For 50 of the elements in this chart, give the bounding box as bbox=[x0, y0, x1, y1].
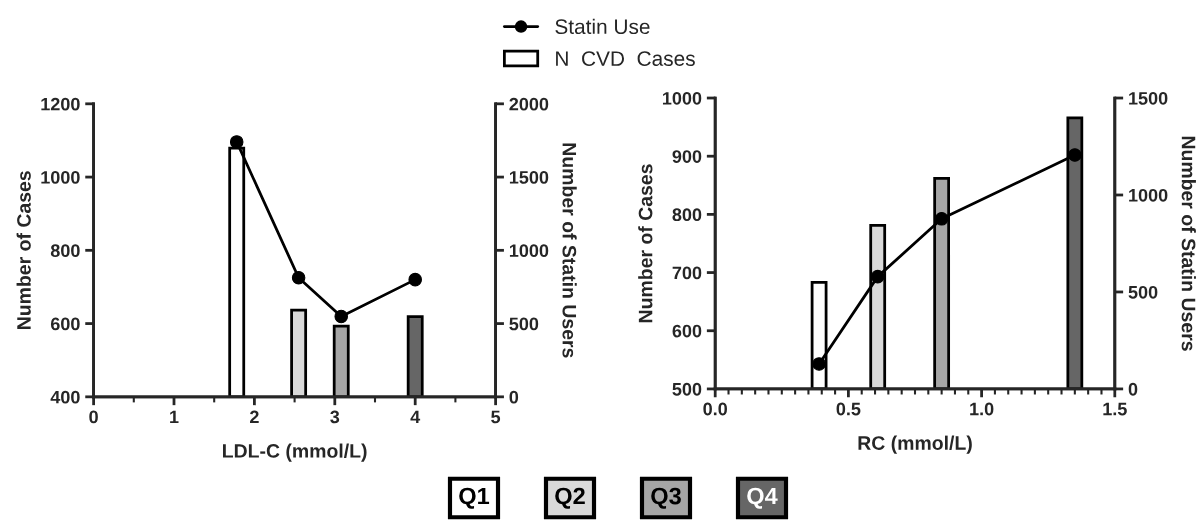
y2-tick-label: 1000 bbox=[509, 244, 549, 258]
y-tick-label: 800 bbox=[672, 208, 702, 222]
point bbox=[408, 272, 422, 287]
y2-axis-title: Number of Statin Users bbox=[562, 143, 577, 358]
point bbox=[812, 357, 826, 371]
legend-label: Statin Use bbox=[555, 18, 650, 35]
y-axis-title: Number of Cases bbox=[638, 164, 653, 323]
x-tick-label: 0.5 bbox=[836, 402, 861, 416]
x-axis-title: RC (mmol/L) bbox=[858, 435, 972, 454]
point bbox=[870, 269, 885, 284]
x-tick-label: 4 bbox=[410, 410, 421, 424]
x-tick-label: 0 bbox=[89, 410, 98, 424]
y-tick-label: 400 bbox=[50, 390, 80, 404]
y-tick-label: 700 bbox=[672, 266, 702, 280]
x-tick-label: 1.5 bbox=[1103, 402, 1127, 416]
y-tick-label: 600 bbox=[50, 317, 80, 331]
y2-axis-title: Number of Statin Users bbox=[1181, 136, 1196, 351]
y2-tick-label: 1500 bbox=[509, 171, 549, 184]
point bbox=[334, 309, 348, 324]
x-tick-label: 2 bbox=[250, 410, 259, 424]
y-tick-label: 800 bbox=[50, 244, 80, 258]
legend-label: N CVD Cases bbox=[556, 51, 695, 66]
point bbox=[934, 212, 949, 226]
y-tick-label: 1000 bbox=[41, 171, 80, 184]
text: Q1 bbox=[459, 487, 490, 509]
y-axis-title: Number of Cases bbox=[16, 171, 31, 329]
text: Q3 bbox=[651, 487, 681, 509]
y2-tick-label: 1000 bbox=[1129, 188, 1168, 202]
y2-tick-label: 2000 bbox=[509, 97, 549, 111]
x-axis-title: LDL-C (mmol/L) bbox=[223, 443, 367, 462]
y2-tick-label: 500 bbox=[1128, 285, 1158, 299]
x-tick-label: 0.0 bbox=[703, 402, 728, 416]
x-tick-label: 5 bbox=[491, 410, 501, 424]
y-tick-label: 1200 bbox=[41, 97, 80, 111]
x-tick-label: 1 bbox=[170, 410, 179, 424]
y-tick-label: 500 bbox=[672, 382, 702, 396]
y2-tick-label: 1500 bbox=[1129, 91, 1168, 105]
y-tick-label: 900 bbox=[672, 150, 702, 163]
point bbox=[1068, 148, 1082, 162]
point bbox=[229, 135, 244, 149]
x-tick-label: 3 bbox=[330, 410, 340, 424]
text: Q4 bbox=[747, 487, 778, 509]
y-tick-label: 600 bbox=[672, 324, 702, 338]
y-tick-label: 1000 bbox=[662, 91, 702, 105]
y2-tick-label: 500 bbox=[509, 317, 539, 331]
y2-tick-label: 0 bbox=[1128, 382, 1138, 396]
y2-tick-label: 0 bbox=[509, 390, 519, 404]
point bbox=[291, 270, 306, 285]
text: Q2 bbox=[555, 487, 585, 509]
x-tick-label: 1.0 bbox=[970, 402, 994, 416]
